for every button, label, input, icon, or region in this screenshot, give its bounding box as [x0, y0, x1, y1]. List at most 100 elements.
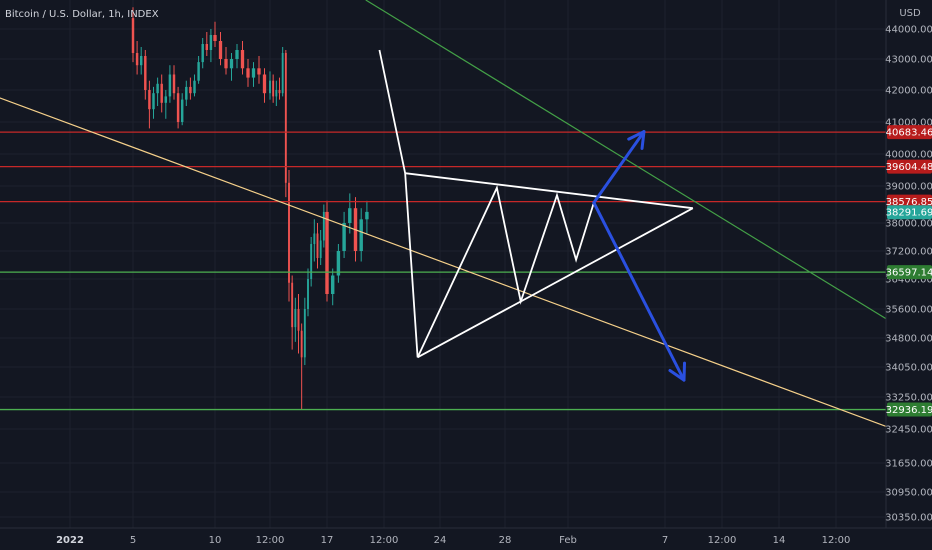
time-tick-label: Feb	[559, 535, 577, 546]
candle-body	[300, 330, 303, 358]
candle-body	[262, 74, 267, 94]
price-badge	[887, 402, 932, 417]
time-tick-label: 12:00	[370, 535, 399, 546]
candle-body	[365, 211, 369, 220]
time-tick-label: 12:00	[256, 535, 285, 546]
candle-body	[156, 83, 159, 94]
price-tick-label: 30350.00	[885, 513, 932, 524]
price-tick-label: 40000.00	[885, 150, 932, 161]
candle-body	[193, 80, 196, 94]
price-badge-label: 38291.69	[886, 208, 932, 219]
zigzag-path	[378, 49, 595, 358]
candle-body	[336, 251, 341, 276]
candle-body	[278, 90, 281, 94]
price-badge	[887, 194, 932, 209]
price-tick-label: 42000.00	[885, 86, 932, 97]
price-tick-label: 41000.00	[885, 118, 932, 129]
price-tick-label: 39000.00	[885, 182, 932, 193]
time-tick-label: 7	[662, 535, 668, 546]
candle-body	[176, 93, 180, 122]
price-tick-label: 38000.00	[885, 219, 932, 230]
price-tick-label: 30950.00	[885, 488, 932, 499]
price-badge-label: 40683.46	[886, 128, 932, 139]
candle-body	[135, 53, 139, 66]
price-tick-label: 34050.00	[885, 363, 932, 374]
candle-body	[172, 74, 176, 94]
time-axis[interactable]	[0, 528, 932, 550]
candle-body	[316, 233, 319, 258]
candle-body	[240, 50, 245, 69]
candle-body	[307, 279, 309, 309]
bullish-arrow-shaft	[592, 130, 646, 205]
candle-body	[322, 211, 325, 241]
candle-body	[213, 35, 217, 41]
price-tick-label: 32450.00	[885, 425, 932, 436]
candle-body	[209, 35, 213, 50]
currency-label: USD	[899, 8, 921, 19]
triangle-lower-edge	[417, 207, 694, 359]
price-tick-label: 35600.00	[885, 305, 932, 316]
price-tick-label: 31650.00	[885, 459, 932, 470]
price-levels-layer	[0, 131, 886, 411]
bearish-arrow-head	[668, 361, 687, 382]
candles-layer	[131, 7, 369, 409]
downtrend-line	[365, 0, 889, 321]
projection-arrows-layer	[592, 130, 687, 382]
candle-body	[148, 90, 151, 110]
price-tick-label: 44000.00	[885, 25, 932, 36]
candle-body	[257, 68, 261, 75]
candle-body	[272, 80, 275, 97]
chart-title: Bitcoin / U.S. Dollar, 1h, INDEX	[5, 9, 159, 20]
time-tick-label: 10	[209, 535, 222, 546]
time-tick-label: 14	[773, 535, 786, 546]
candle-body	[288, 182, 290, 283]
candle-body	[218, 41, 223, 59]
price-badge	[887, 265, 932, 280]
candle-body	[330, 275, 335, 294]
price-badge-label: 38576.85	[886, 197, 932, 208]
candle-body	[224, 59, 228, 69]
candle-body	[197, 62, 200, 81]
candle-body	[201, 44, 204, 63]
candle-body	[185, 86, 188, 100]
candle-body	[168, 74, 172, 97]
candle-body	[303, 309, 306, 358]
candle-body	[359, 219, 363, 251]
price-badge-label: 32936.19	[886, 405, 932, 416]
bullish-arrow-head	[627, 130, 646, 150]
candle-body	[246, 68, 250, 78]
candle-body	[180, 99, 184, 122]
candle-body	[342, 223, 346, 251]
triangle-pattern-layer	[378, 49, 694, 359]
bearish-arrow-shaft	[592, 201, 686, 382]
price-badge	[887, 125, 932, 140]
time-tick-label: 2022	[56, 535, 84, 546]
time-tick-label: 5	[130, 535, 136, 546]
grid	[0, 0, 886, 528]
candle-body	[313, 233, 316, 244]
candle-body	[164, 96, 168, 103]
candle-body	[235, 50, 239, 59]
candle-body	[310, 244, 313, 279]
candle-body	[269, 80, 271, 94]
time-tick-label: 17	[321, 535, 334, 546]
candle-body	[152, 93, 155, 110]
time-tick-label: 24	[434, 535, 447, 546]
price-tick-label: 37200.00	[885, 247, 932, 258]
price-tick-label: 36400.00	[885, 275, 932, 286]
price-tick-label: 34800.00	[885, 334, 932, 345]
candle-body	[281, 53, 284, 94]
candle-body	[275, 90, 278, 97]
time-tick-label: 28	[499, 535, 512, 546]
candle-body	[297, 309, 300, 331]
price-badge	[887, 159, 932, 174]
candle-body	[205, 44, 209, 50]
candle-body	[291, 282, 294, 328]
price-tick-label: 43000.00	[885, 55, 932, 66]
time-axis-ticks: 2022 5 10 12:00 17 12:00 24 28 Feb 7 12:00 14 12:00	[56, 535, 850, 546]
candle-body	[144, 56, 147, 90]
candle-body	[160, 83, 163, 103]
